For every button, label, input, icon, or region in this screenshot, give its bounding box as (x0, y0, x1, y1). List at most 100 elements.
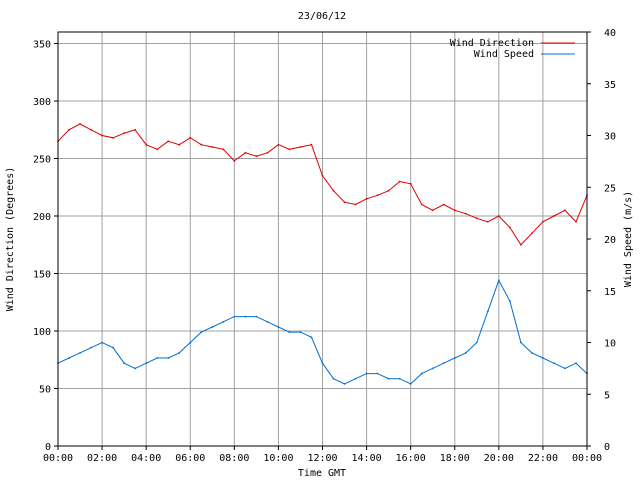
x-tick-label: 00:00 (572, 453, 602, 464)
data-point (255, 155, 258, 158)
data-point (68, 357, 70, 359)
data-point (112, 346, 115, 349)
data-point (123, 132, 126, 135)
y-axis-left-label: Wind Direction (Degrees) (5, 167, 16, 312)
axes-text: 00:00 02:00 04:00 06:00 08:00 10:00 12:00 14:00… (33, 28, 616, 464)
data-point (211, 326, 214, 328)
plot-frame (57, 31, 588, 447)
x-tick-label: 04:00 (131, 453, 161, 464)
chart-title: 23/06/12 (298, 11, 346, 22)
y-left-tick-label: 100 (33, 327, 51, 338)
data-point (376, 372, 379, 375)
data-point (277, 143, 280, 146)
data-point (398, 180, 401, 183)
data-point (68, 128, 70, 131)
data-point (420, 203, 423, 206)
data-point (112, 136, 115, 139)
data-point (244, 151, 247, 154)
data-point (553, 215, 555, 217)
data-point (310, 336, 313, 339)
data-point (475, 217, 478, 220)
data-point (542, 220, 544, 223)
data-point (145, 362, 148, 365)
y-right-tick-label: 0 (604, 442, 610, 453)
data-point (277, 326, 280, 328)
x-tick-label: 22:00 (528, 453, 558, 464)
data-point (409, 182, 412, 185)
data-point (189, 341, 192, 344)
data-point (365, 372, 368, 375)
series-layer (57, 123, 588, 385)
y-left-tick-label: 350 (33, 40, 51, 51)
y-left-tick-label: 200 (33, 212, 51, 223)
x-tick-label: 08:00 (219, 453, 249, 464)
y-left-tick-label: 50 (39, 385, 51, 396)
y-right-tick-label: 15 (604, 287, 616, 298)
data-point (376, 194, 379, 197)
data-point (134, 367, 137, 370)
legend-label: Wind Speed (474, 49, 534, 60)
data-point (189, 136, 192, 139)
data-point (255, 315, 258, 318)
data-point (101, 341, 103, 344)
data-point (442, 203, 445, 206)
data-point (288, 331, 291, 334)
data-point (90, 346, 92, 349)
data-point (332, 377, 335, 380)
data-point (365, 197, 368, 200)
data-point (519, 243, 522, 246)
x-tick-label: 12:00 (307, 453, 337, 464)
data-point (530, 351, 533, 354)
legend-label: Wind Direction (450, 38, 534, 49)
data-point (321, 362, 324, 365)
data-point (398, 377, 401, 380)
data-point (431, 209, 434, 212)
x-tick-label: 00:00 (43, 453, 73, 464)
y-left-tick-label: 150 (33, 270, 51, 281)
y-left-tick-label: 0 (45, 442, 51, 453)
data-point (233, 315, 236, 318)
x-axis-label: Time GMT (298, 468, 346, 479)
data-point (564, 209, 566, 212)
grid (54, 31, 591, 450)
data-point (90, 128, 92, 131)
data-point (431, 367, 434, 370)
data-point (200, 143, 203, 146)
data-point (233, 159, 236, 162)
x-tick-label: 16:00 (396, 453, 426, 464)
data-point (564, 367, 566, 370)
data-point (123, 362, 126, 365)
y-right-tick-label: 40 (604, 28, 616, 39)
y-right-tick-label: 25 (604, 183, 616, 194)
data-point (79, 351, 81, 354)
y-axis-right-label: Wind Speed (m/s) (623, 191, 634, 287)
y-left-tick-label: 300 (33, 97, 51, 108)
data-point (387, 189, 390, 192)
data-point (343, 383, 346, 385)
data-point (167, 357, 170, 359)
data-point (178, 351, 181, 354)
data-point (387, 377, 390, 380)
data-point (530, 232, 533, 235)
data-point (266, 320, 269, 323)
y-right-tick-label: 35 (604, 80, 616, 91)
data-point (79, 123, 81, 125)
data-point (101, 134, 103, 137)
data-point (553, 362, 555, 365)
y-right-tick-label: 5 (604, 390, 610, 401)
data-point (167, 140, 170, 143)
x-tick-label: 06:00 (175, 453, 205, 464)
y-right-tick-label: 10 (604, 339, 616, 350)
data-point (508, 226, 511, 229)
data-point (442, 362, 445, 365)
data-point (453, 357, 456, 359)
data-point (486, 220, 489, 223)
data-point (343, 201, 346, 204)
y-left-tick-label: 250 (33, 155, 51, 166)
data-point (321, 174, 324, 177)
data-point (486, 310, 489, 313)
data-point (222, 320, 225, 323)
x-tick-label: 10:00 (263, 453, 293, 464)
